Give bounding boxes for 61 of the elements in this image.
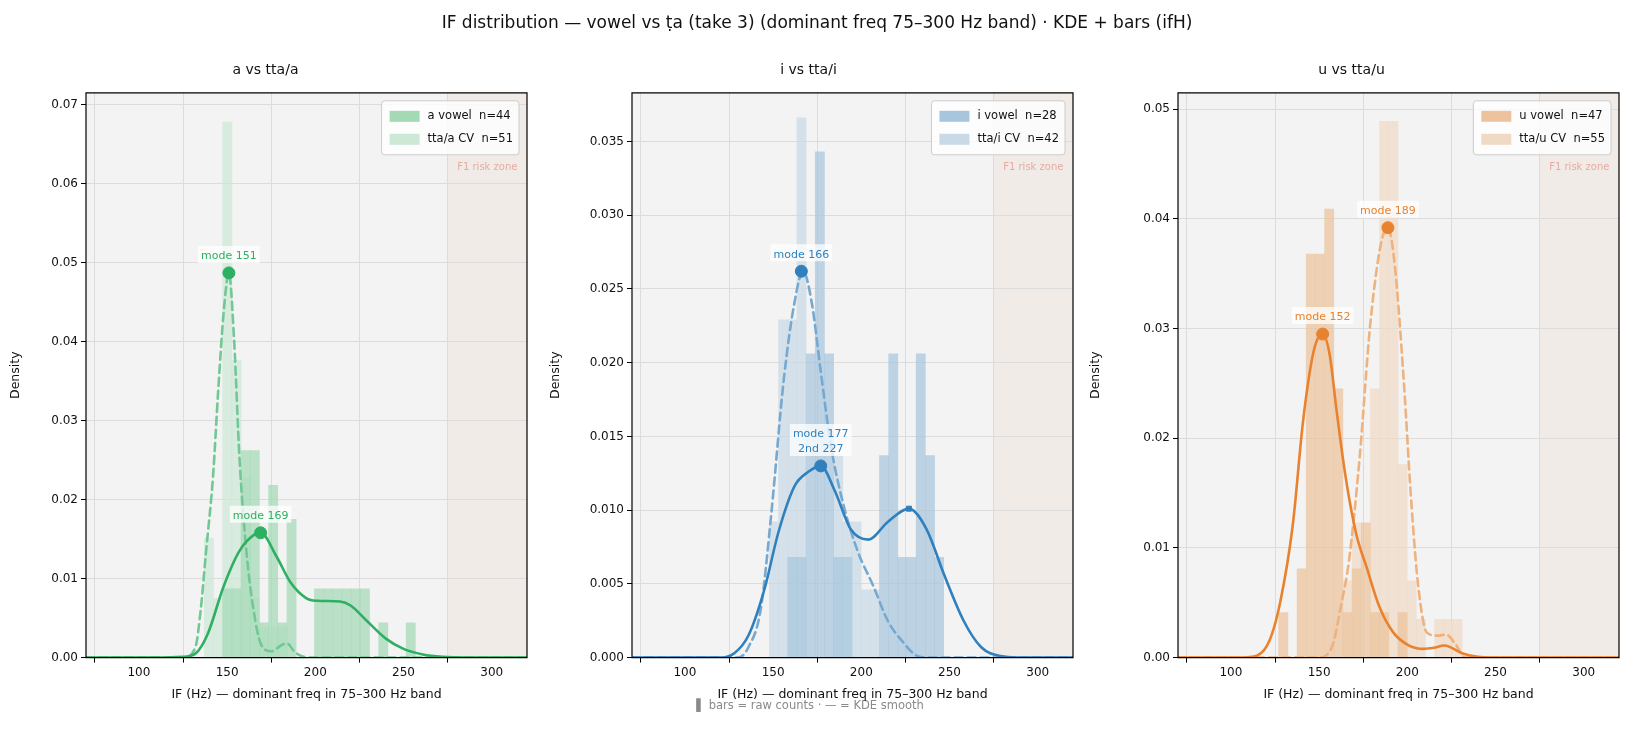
annotation: mode 189: [1360, 204, 1416, 218]
x-tick-label: 250: [1484, 664, 1507, 679]
legend-label: u vowel n=47: [1519, 107, 1603, 122]
x-tick-label: 150: [1307, 664, 1331, 679]
x-tick-label: 300: [480, 664, 504, 679]
y-tick-label: 0.01: [51, 570, 78, 585]
y-axis-title: Density: [546, 350, 562, 399]
x-tick-label: 250: [938, 664, 961, 679]
y-tick-label: 0.02: [1143, 430, 1170, 445]
x-tick-label: 300: [1572, 664, 1596, 679]
chart-title: u vs tta/u: [1318, 61, 1385, 78]
y-tick-label: 0.000: [589, 649, 624, 664]
legend-label: a vowel n=44: [427, 107, 511, 122]
y-axis-title: Density: [1086, 350, 1102, 399]
y-tick-label: 0.01: [1143, 540, 1170, 555]
annotation: mode 177 2nd 227: [792, 427, 849, 456]
band-label: F1 risk zone: [457, 161, 518, 173]
x-tick-label: 200: [303, 664, 327, 679]
y-tick-label: 0.00: [1143, 649, 1170, 664]
y-tick-label: 0.06: [51, 175, 78, 190]
annotation: mode 152: [1294, 310, 1351, 324]
y-tick-label: 0.03: [51, 412, 78, 427]
chart-title: i vs tta/i: [780, 61, 837, 78]
y-tick-label: 0.05: [1143, 101, 1170, 116]
x-axis-title: IF (Hz) — dominant freq in 75–300 Hz band: [1263, 685, 1534, 701]
y-tick-label: 0.025: [589, 281, 624, 296]
chart-title: a vs tta/a: [232, 61, 299, 78]
x-tick-label: 250: [392, 664, 415, 679]
y-tick-label: 0.05: [51, 254, 78, 269]
y-tick-label: 0.04: [51, 333, 78, 348]
band-label: F1 risk zone: [1549, 161, 1610, 173]
y-tick-label: 0.015: [589, 428, 624, 443]
x-tick-label: 150: [215, 664, 239, 679]
y-tick-label: 0.02: [51, 491, 78, 506]
text: IF distribution — vowel vs ṭa (take 3) (dominant freq 75–300 Hz band) · KDE + bars (ifH): [440, 12, 1194, 32]
annotation: mode 151: [201, 249, 257, 263]
x-tick-label: 100: [1219, 664, 1243, 679]
y-tick-label: 0.020: [589, 354, 624, 369]
legend-label: tta/u CV n=55: [1519, 130, 1606, 145]
x-tick-label: 200: [1395, 664, 1419, 679]
x-tick-label: 100: [127, 664, 151, 679]
y-tick-label: 0.010: [589, 502, 624, 517]
x-axis-title: IF (Hz) — dominant freq in 75–300 Hz band: [171, 685, 442, 701]
legend-label: i vowel n=28: [977, 107, 1057, 122]
y-axis-title: Density: [6, 350, 22, 399]
legend-label: tta/a CV n=51: [427, 130, 514, 145]
y-tick-label: 0.04: [1143, 211, 1170, 226]
band-label: F1 risk zone: [1003, 161, 1064, 173]
y-tick-label: 0.035: [589, 133, 624, 148]
y-tick-label: 0.00: [51, 649, 78, 664]
y-tick-label: 0.005: [589, 575, 624, 590]
y-tick-label: 0.07: [51, 96, 78, 111]
x-tick-label: 100: [673, 664, 697, 679]
annotation: mode 169: [232, 509, 289, 523]
annotation: mode 166: [773, 247, 830, 261]
x-tick-label: 150: [761, 664, 785, 679]
y-tick-label: 0.030: [589, 207, 624, 222]
y-tick-label: 0.03: [1143, 320, 1170, 335]
legend-label: tta/i CV n=42: [977, 130, 1060, 145]
x-tick-label: 300: [1026, 664, 1050, 679]
x-tick-label: 200: [849, 664, 873, 679]
